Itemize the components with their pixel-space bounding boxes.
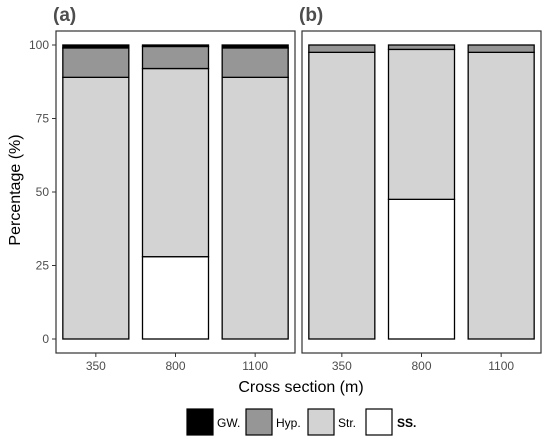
panels: (a) 350 800 1100 (b) 350 800 1100: [53, 5, 542, 373]
panel-label: (a): [53, 5, 76, 26]
y-tick-label: 25: [36, 259, 50, 273]
legend-label-gw: GW.: [217, 416, 240, 430]
x-tick-label: 350: [332, 359, 352, 373]
x-tick-label: 1100: [488, 359, 514, 373]
x-tick-label: 800: [411, 359, 431, 373]
legend-swatch-gw: [186, 408, 214, 436]
legend: GW. Hyp. Str. SS.: [186, 408, 416, 436]
legend-label-hyp: Hyp.: [276, 416, 301, 430]
bar-segment-ss-800: [141, 256, 210, 340]
legend-label-ss: SS.: [397, 416, 416, 430]
panel-b: (b) 350 800 1100: [299, 5, 542, 373]
x-tick-label: 1100: [242, 359, 268, 373]
bar-segment-hyp-350: [62, 47, 130, 78]
y-tick-label: 0: [42, 332, 49, 346]
y-axis: 0 25 50 75 100: [29, 38, 56, 346]
panel-label: (b): [299, 5, 323, 26]
bar-segment-hyp-1100: [221, 47, 289, 78]
y-tick-label: 50: [36, 185, 50, 199]
bar-segment-str-1100: [467, 51, 535, 340]
legend-swatch-hyp: [245, 408, 273, 436]
y-tick-label: 100: [29, 38, 49, 52]
bar-segment-hyp-350: [308, 44, 376, 53]
bar-segment-gw-1100: [221, 44, 289, 49]
bar-segment-str-1100: [221, 76, 289, 340]
bar-segment-hyp-800: [387, 44, 456, 51]
bar-segment-hyp-1100: [467, 44, 535, 53]
y-tick-label: 75: [36, 112, 50, 126]
legend-swatch-str: [307, 408, 335, 436]
bar-segment-gw-350: [62, 44, 130, 49]
bar-segment-str-350: [62, 76, 130, 340]
legend-swatch-ss: [365, 408, 393, 436]
bar-segment-gw-800: [141, 44, 210, 48]
bar-segment-str-800: [387, 48, 456, 201]
panel-a: (a) 350 800 1100: [53, 5, 296, 373]
y-axis-title: Percentage (%): [7, 134, 24, 245]
x-tick-label: 800: [165, 359, 185, 373]
bar-segment-ss-800: [387, 198, 456, 340]
bar-segment-str-800: [141, 67, 210, 258]
bar-segment-str-350: [308, 51, 376, 340]
x-tick-label: 350: [86, 359, 106, 373]
bar-segment-hyp-800: [141, 45, 210, 70]
x-axis-title: Cross section (m): [238, 379, 363, 396]
legend-label-str: Str.: [338, 416, 356, 430]
